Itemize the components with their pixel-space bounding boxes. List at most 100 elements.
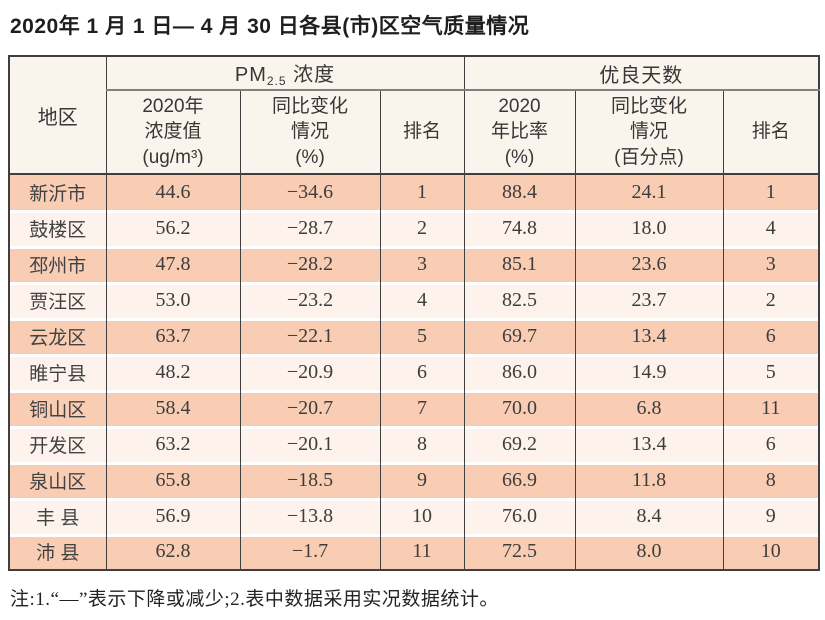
pm-rank-cell: 3 <box>380 246 465 282</box>
col-header-region: 地区 <box>9 56 107 175</box>
region-cell: 新沂市 <box>9 174 107 210</box>
pm-change-cell: −20.9 <box>240 354 381 390</box>
pm-change-cell: −13.8 <box>240 498 381 534</box>
table-row: 开发区 63.2 −20.1 8 69.2 13.4 6 <box>9 426 819 462</box>
days-rate-cell: 69.7 <box>464 318 576 354</box>
pm-change-cell: −22.1 <box>240 318 381 354</box>
table-row: 丰 县 56.9 −13.8 10 76.0 8.4 9 <box>9 498 819 534</box>
region-cell: 沛 县 <box>9 534 107 570</box>
col-header-days-rank: 排名 <box>723 90 819 175</box>
table-row: 睢宁县 48.2 −20.9 6 86.0 14.9 5 <box>9 354 819 390</box>
pm-rank-cell: 8 <box>380 426 465 462</box>
region-cell: 鼓楼区 <box>9 210 107 246</box>
days-change-cell: 8.0 <box>575 534 724 570</box>
table-row: 泉山区 65.8 −18.5 9 66.9 11.8 8 <box>9 462 819 498</box>
days-change-cell: 11.8 <box>575 462 724 498</box>
days-change-cell: 6.8 <box>575 390 724 426</box>
region-cell: 丰 县 <box>9 498 107 534</box>
days-rank-cell: 11 <box>723 390 819 426</box>
pm-value-cell: 56.9 <box>106 498 241 534</box>
col-header-days-rate: 2020 年比率 (%) <box>464 90 576 175</box>
days-rank-cell: 3 <box>723 246 819 282</box>
pm-change-cell: −1.7 <box>240 534 381 570</box>
pm-change-cell: −28.7 <box>240 210 381 246</box>
pm-change-cell: −28.2 <box>240 246 381 282</box>
region-cell: 邳州市 <box>9 246 107 282</box>
pm-value-cell: 65.8 <box>106 462 241 498</box>
col-group-good-days: 优良天数 <box>464 56 819 91</box>
region-cell: 睢宁县 <box>9 354 107 390</box>
days-rank-cell: 9 <box>723 498 819 534</box>
table-row: 新沂市 44.6 −34.6 1 88.4 24.1 1 <box>9 174 819 210</box>
days-rate-cell: 70.0 <box>464 390 576 426</box>
pm-rank-cell: 10 <box>380 498 465 534</box>
days-rate-cell: 69.2 <box>464 426 576 462</box>
days-rate-cell: 66.9 <box>464 462 576 498</box>
days-rank-cell: 2 <box>723 282 819 318</box>
pm-value-cell: 58.4 <box>106 390 241 426</box>
pm-subscript: 2.5 <box>266 74 287 88</box>
pm-value-cell: 53.0 <box>106 282 241 318</box>
pm-rank-cell: 1 <box>380 174 465 210</box>
days-rate-cell: 86.0 <box>464 354 576 390</box>
pm-value-cell: 63.2 <box>106 426 241 462</box>
table-body: 新沂市 44.6 −34.6 1 88.4 24.1 1 鼓楼区 56.2 −2… <box>9 174 819 570</box>
pm-change-cell: −20.7 <box>240 390 381 426</box>
days-change-cell: 24.1 <box>575 174 724 210</box>
region-cell: 泉山区 <box>9 462 107 498</box>
col-header-days-change: 同比变化 情况 (百分点) <box>575 90 724 175</box>
table-row: 邳州市 47.8 −28.2 3 85.1 23.6 3 <box>9 246 819 282</box>
pm-change-cell: −23.2 <box>240 282 381 318</box>
region-cell: 开发区 <box>9 426 107 462</box>
region-cell: 云龙区 <box>9 318 107 354</box>
header-sub-row: 2020年 浓度值 (ug/m³) 同比变化 情况 (%) 排名 2020 年比… <box>9 90 819 175</box>
table-row: 云龙区 63.7 −22.1 5 69.7 13.4 6 <box>9 318 819 354</box>
days-change-cell: 14.9 <box>575 354 724 390</box>
pm-value-cell: 62.8 <box>106 534 241 570</box>
pm-rank-cell: 11 <box>380 534 465 570</box>
days-rank-cell: 5 <box>723 354 819 390</box>
pm-change-cell: −18.5 <box>240 462 381 498</box>
col-header-pm-value: 2020年 浓度值 (ug/m³) <box>106 90 241 175</box>
page-title: 2020年 1 月 1 日— 4 月 30 日各县(市)区空气质量情况 <box>10 15 530 38</box>
pm-value-cell: 56.2 <box>106 210 241 246</box>
days-rate-cell: 88.4 <box>464 174 576 210</box>
col-group-pm25: PM2.5 浓度 <box>106 56 465 91</box>
days-rank-cell: 4 <box>723 210 819 246</box>
header-group-row: 地区 PM2.5 浓度 优良天数 <box>9 56 819 175</box>
days-change-cell: 13.4 <box>575 426 724 462</box>
days-rate-cell: 85.1 <box>464 246 576 282</box>
pm-rank-cell: 4 <box>380 282 465 318</box>
footnote: 注:1.“—”表示下降或减少;2.表中数据采用实况数据统计。 <box>10 589 499 610</box>
col-header-pm-rank: 排名 <box>380 90 465 175</box>
pm-value-cell: 48.2 <box>106 354 241 390</box>
days-change-cell: 8.4 <box>575 498 724 534</box>
days-change-cell: 18.0 <box>575 210 724 246</box>
table-row: 贾汪区 53.0 −23.2 4 82.5 23.7 2 <box>9 282 819 318</box>
days-rank-cell: 10 <box>723 534 819 570</box>
days-rate-cell: 72.5 <box>464 534 576 570</box>
pm-value-cell: 47.8 <box>106 246 241 282</box>
days-rank-cell: 6 <box>723 318 819 354</box>
region-cell: 铜山区 <box>9 390 107 426</box>
days-change-cell: 13.4 <box>575 318 724 354</box>
days-rank-cell: 8 <box>723 462 819 498</box>
table-row: 铜山区 58.4 −20.7 7 70.0 6.8 11 <box>9 390 819 426</box>
table-row: 沛 县 62.8 −1.7 11 72.5 8.0 10 <box>9 534 819 570</box>
pm-label: PM <box>234 64 267 86</box>
days-change-cell: 23.7 <box>575 282 724 318</box>
air-quality-table: 地区 PM2.5 浓度 优良天数 2020年 浓度值 (ug/m³) 同比变化 … <box>8 55 820 571</box>
pm-suffix-label: 浓度 <box>286 64 336 86</box>
days-change-cell: 23.6 <box>575 246 724 282</box>
pm-change-cell: −20.1 <box>240 426 381 462</box>
pm-value-cell: 63.7 <box>106 318 241 354</box>
days-rank-cell: 1 <box>723 174 819 210</box>
pm-rank-cell: 7 <box>380 390 465 426</box>
table-row: 鼓楼区 56.2 −28.7 2 74.8 18.0 4 <box>9 210 819 246</box>
pm-rank-cell: 6 <box>380 354 465 390</box>
days-rank-cell: 6 <box>723 426 819 462</box>
days-rate-cell: 82.5 <box>464 282 576 318</box>
pm-rank-cell: 9 <box>380 462 465 498</box>
pm-rank-cell: 2 <box>380 210 465 246</box>
